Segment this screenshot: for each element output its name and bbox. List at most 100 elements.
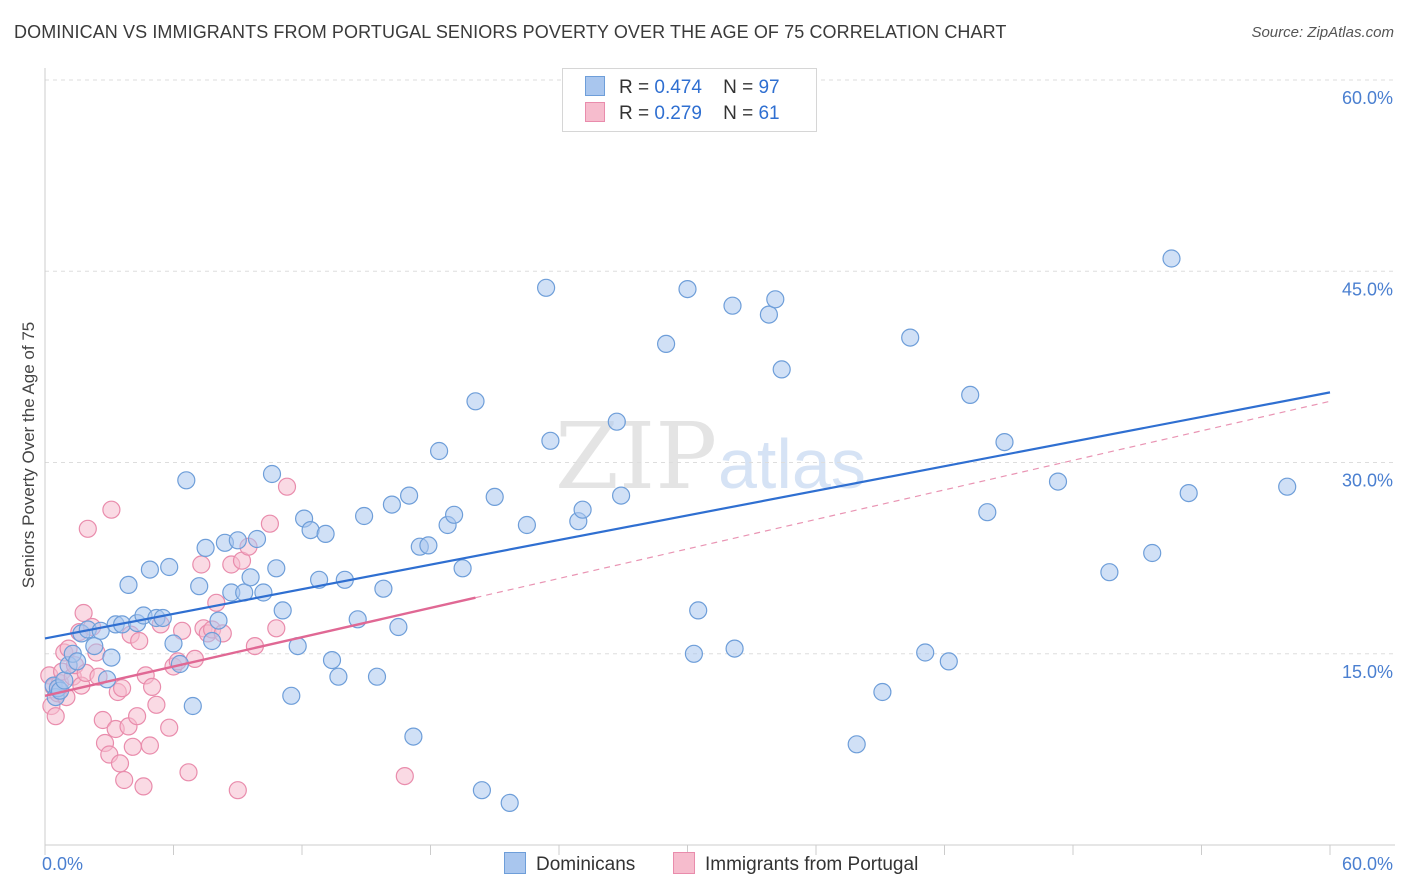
dominican-point <box>611 486 631 505</box>
dominican-point <box>382 495 401 514</box>
portugal-point <box>123 737 142 756</box>
dominican-point <box>367 667 387 686</box>
dominican-point <box>453 559 472 578</box>
dominican-point <box>1162 249 1181 268</box>
dominican-point <box>536 278 556 297</box>
bottom-legend-portugal: Immigrants from Portugal <box>673 852 918 876</box>
dominican-point <box>916 643 935 662</box>
portugal-point <box>102 500 121 519</box>
legend-r-label: R = <box>619 103 650 124</box>
dominican-point <box>485 487 504 506</box>
bottom-legend-swatch-blue <box>504 852 526 874</box>
legend-n-label: N = <box>723 103 754 124</box>
dominican-point <box>500 793 519 813</box>
dominican-point <box>241 568 260 587</box>
portugal-point <box>140 736 159 755</box>
chart-source: Source: ZipAtlas.com <box>1251 24 1394 41</box>
dominican-point <box>389 617 408 637</box>
dominican-point <box>978 503 997 522</box>
dominican-point <box>607 412 626 431</box>
legend-n-value: 61 <box>758 103 780 124</box>
portugal-point <box>173 621 192 640</box>
portugal-point <box>93 710 112 730</box>
y-tick-label: 30.0% <box>1342 471 1393 491</box>
dominican-point <box>430 441 449 461</box>
dominican-point <box>177 471 196 490</box>
portugal-point <box>147 695 166 714</box>
portugal-point <box>112 679 132 698</box>
dominican-point <box>102 648 121 667</box>
dominican-point <box>678 280 697 299</box>
dominican-point <box>267 559 286 578</box>
watermark: ZIP atlas <box>555 403 866 510</box>
dominican-point <box>228 531 247 550</box>
portugal-point <box>267 619 286 638</box>
y-tick-label: 60.0% <box>1342 88 1393 108</box>
dominican-point <box>1179 484 1198 503</box>
bottom-legend-swatch-pink <box>673 852 695 874</box>
trend-lines <box>44 391 1331 697</box>
dominican-point <box>466 392 485 411</box>
dominican-point <box>355 506 374 526</box>
legend-row-portugal: R = 0.279 N = 61 <box>585 102 780 128</box>
dominican-point <box>684 644 704 663</box>
portugal-point <box>260 514 279 533</box>
dominican-point <box>400 486 419 505</box>
dominican-point <box>404 727 423 746</box>
portugal-point <box>134 777 153 796</box>
portugal-point <box>207 593 226 612</box>
dominican-point <box>1143 543 1162 563</box>
dominican-point <box>209 611 228 630</box>
dominican-point <box>119 575 138 595</box>
dominican-point <box>55 671 74 690</box>
dominican-point <box>67 652 87 671</box>
portugal-trend-line <box>44 596 476 697</box>
portugal-point <box>110 754 130 773</box>
dominican-point <box>329 667 348 686</box>
dominican-point <box>183 696 202 716</box>
dominican-point <box>1278 477 1297 496</box>
dominican-point <box>262 464 282 484</box>
legend-n-value: 97 <box>758 77 780 98</box>
dominican-trend-line <box>44 391 1331 640</box>
svg-text:atlas: atlas <box>718 425 866 503</box>
dominican-point <box>725 639 744 658</box>
dominican-point <box>203 631 222 651</box>
y-tick-label: 15.0% <box>1342 662 1393 682</box>
portugal-point <box>395 766 414 786</box>
dominican-point <box>301 520 320 540</box>
portugal-trend-extension <box>475 400 1331 599</box>
dominican-point <box>419 536 438 555</box>
bottom-legend-label: Dominicans <box>536 854 636 875</box>
dominican-point <box>573 500 592 519</box>
dominican-point <box>1048 472 1068 491</box>
legend-r-value: 0.474 <box>654 77 702 98</box>
chart-title: DOMINICAN VS IMMIGRANTS FROM PORTUGAL SE… <box>14 22 1007 42</box>
dominican-point <box>190 577 209 596</box>
legend-swatch-pink <box>585 102 605 122</box>
x-tick-label-min: 0.0% <box>42 854 83 874</box>
bottom-legend-label: Immigrants from Portugal <box>705 854 919 875</box>
portugal-point <box>277 477 297 496</box>
portugal-point <box>160 718 179 737</box>
dominican-point <box>995 433 1014 452</box>
dominican-point <box>160 557 179 577</box>
dominican-point <box>196 538 215 558</box>
dominican-point <box>1100 563 1119 582</box>
dominican-point <box>322 650 342 670</box>
portugal-point <box>228 781 247 800</box>
dominican-point <box>374 579 393 598</box>
correlation-legend: R = 0.474 N = 97 R = 0.279 N = 61 <box>562 68 817 132</box>
dominican-point <box>873 682 892 702</box>
dominican-point <box>723 296 742 315</box>
svg-text:ZIP: ZIP <box>555 403 717 510</box>
portugal-point <box>128 707 147 726</box>
portugal-point <box>130 631 149 651</box>
dominican-point <box>901 328 920 347</box>
legend-r-label: R = <box>619 77 650 98</box>
portugal-point <box>143 677 162 697</box>
portugal-point <box>115 770 134 790</box>
dominican-point <box>759 305 779 324</box>
y-axis-label: Seniors Poverty Over the Age of 75 <box>19 322 38 588</box>
